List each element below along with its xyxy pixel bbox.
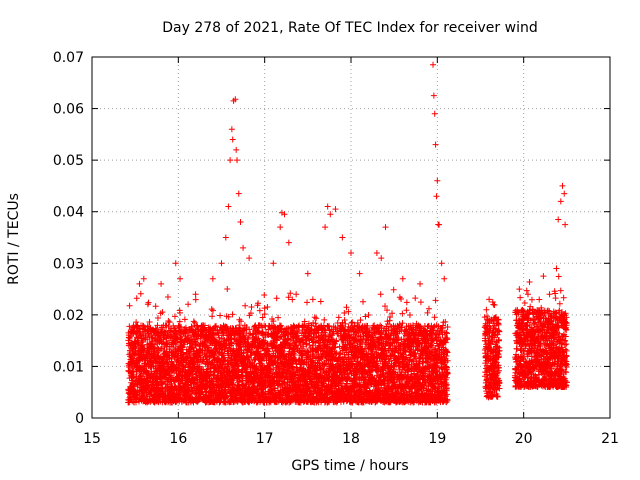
data-point [152, 303, 159, 310]
data-point [136, 325, 143, 332]
data-point [159, 309, 166, 316]
data-point [154, 314, 161, 321]
data-point [152, 363, 159, 370]
data-point [133, 323, 140, 330]
data-point [144, 385, 151, 392]
data-points [125, 61, 570, 406]
data-point [137, 290, 144, 297]
data-point [133, 295, 140, 302]
data-point [158, 345, 165, 352]
data-point [158, 373, 165, 380]
data-point [126, 323, 133, 330]
data-point [146, 384, 153, 391]
data-point [158, 379, 165, 386]
data-point [145, 299, 152, 306]
data-point [130, 372, 137, 379]
data-point [151, 341, 158, 348]
data-point [146, 319, 153, 326]
data-point [163, 328, 170, 335]
data-point [126, 302, 133, 309]
data-point [157, 346, 164, 353]
data-point [131, 343, 138, 350]
data-point [135, 357, 142, 364]
data-point [164, 294, 171, 301]
data-point [154, 322, 161, 329]
